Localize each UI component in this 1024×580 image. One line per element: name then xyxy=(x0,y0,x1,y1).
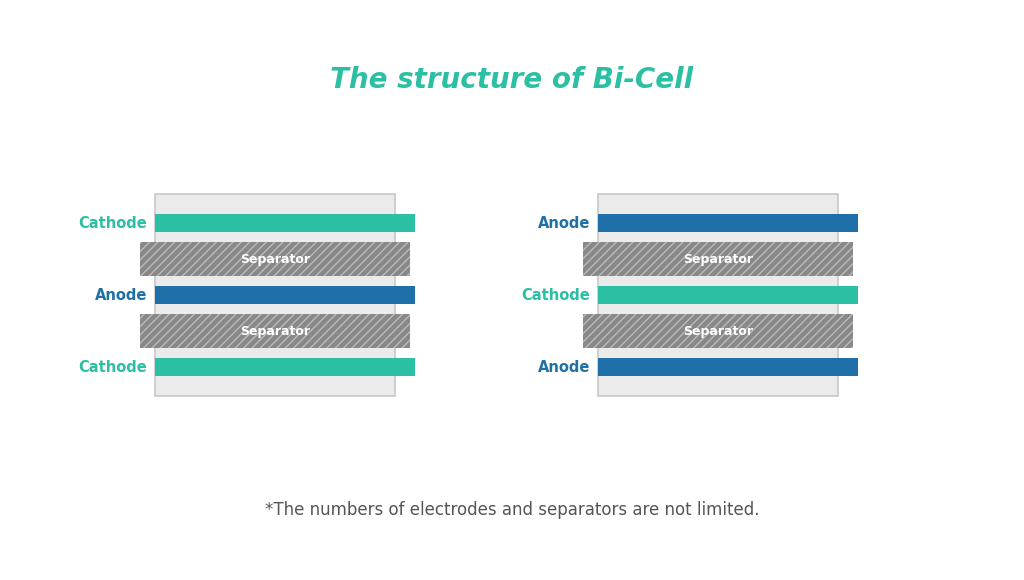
Bar xyxy=(598,286,858,304)
Bar xyxy=(155,214,415,232)
Bar xyxy=(583,242,853,276)
Text: Separator: Separator xyxy=(683,252,753,266)
FancyBboxPatch shape xyxy=(155,194,395,396)
Bar xyxy=(583,314,853,348)
Text: Anode: Anode xyxy=(538,360,590,375)
FancyBboxPatch shape xyxy=(598,194,838,396)
Text: Anode: Anode xyxy=(94,288,147,303)
Text: Separator: Separator xyxy=(683,324,753,338)
Bar xyxy=(140,242,410,276)
Bar xyxy=(140,242,410,276)
Bar xyxy=(583,314,853,348)
Text: The structure of Bi-Cell: The structure of Bi-Cell xyxy=(331,66,693,94)
Bar xyxy=(140,314,410,348)
Bar xyxy=(598,358,858,376)
Text: Cathode: Cathode xyxy=(78,360,147,375)
Bar xyxy=(583,242,853,276)
Bar xyxy=(155,286,415,304)
Text: Cathode: Cathode xyxy=(78,216,147,230)
Bar xyxy=(598,214,858,232)
Bar xyxy=(155,358,415,376)
Text: Separator: Separator xyxy=(240,324,310,338)
Text: Cathode: Cathode xyxy=(521,288,590,303)
Text: *The numbers of electrodes and separators are not limited.: *The numbers of electrodes and separator… xyxy=(265,501,759,519)
Bar xyxy=(140,314,410,348)
Text: Anode: Anode xyxy=(538,216,590,230)
Text: Separator: Separator xyxy=(240,252,310,266)
